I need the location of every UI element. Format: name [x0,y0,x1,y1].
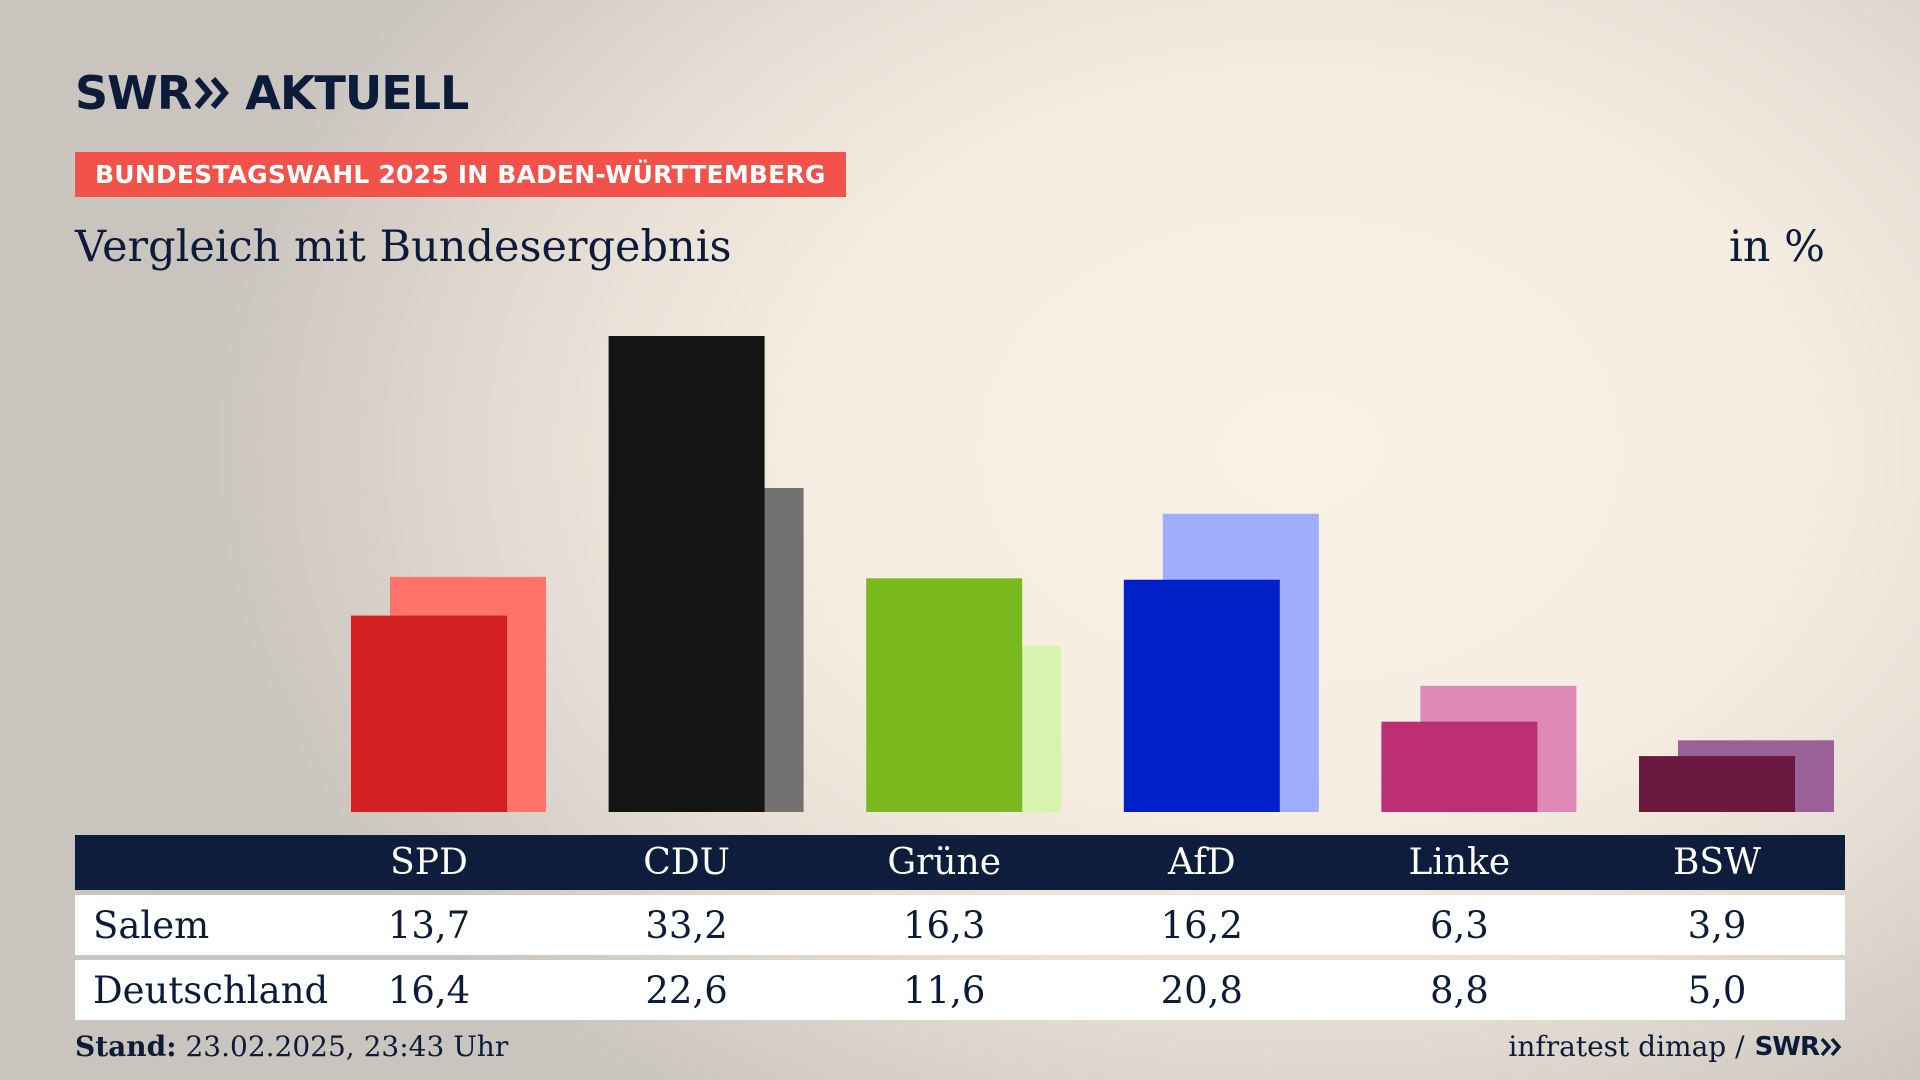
value-label-deutschland-afd: 20,8 [1160,968,1243,1012]
double-chevron-icon [195,76,231,110]
column-header-linke: Linke [1408,842,1511,883]
source-credit: infratest dimap / SWR [1508,1030,1843,1063]
column-header-spd: SPD [390,842,468,883]
swr-mini-logo: SWR [1755,1032,1843,1062]
value-label-salem-afd: 16,2 [1160,903,1243,947]
swr-aktuell-logo: SWR AKTUELL [75,66,469,120]
timestamp: Stand: 23.02.2025, 23:43 Uhr [75,1030,508,1063]
stand-value: 23.02.2025, 23:43 Uhr [185,1030,509,1063]
table-header: SPD CDU Grüne AfD Linke BSW [75,835,1845,890]
column-header-gruene: Grüne [887,842,1002,883]
stand-label: Stand: [75,1030,177,1063]
bar-salem-afd [1123,579,1280,812]
mini-chevron-icon [1821,1037,1842,1056]
value-label-deutschland-linke: 8,8 [1429,968,1489,1012]
value-label-salem-linke: 6,3 [1429,903,1489,947]
column-header-cdu: CDU [643,842,730,883]
bar-chart [351,336,1834,812]
bar-salem-linke [1381,721,1538,812]
value-label-deutschland-gruene: 11,6 [902,968,986,1012]
logo-swr-text: SWR [75,66,192,120]
bar-salem-cdu [608,336,765,812]
election-badge: BUNDESTAGSWAHL 2025 IN BADEN-WÜRTTEMBERG [75,152,846,197]
value-label-deutschland-spd: 16,4 [387,968,471,1012]
column-header-bsw: BSW [1672,842,1762,883]
value-label-salem-bsw: 3,9 [1687,903,1747,947]
bar-salem-bsw [1639,756,1795,812]
row-label-deutschland: Deutschland [93,968,329,1012]
chart-subtitle: Vergleich mit Bundesergebnis [75,222,732,272]
value-label-salem-cdu: 33,2 [645,903,728,947]
unit-label: in % [1729,222,1825,272]
column-header-afd: AfD [1168,842,1236,883]
table-row-deutschland: Deutschland 16,4 22,6 11,6 20,8 8,8 5,0 [75,960,1845,1020]
row-label-salem: Salem [93,903,210,947]
value-label-salem-gruene: 16,3 [902,903,986,947]
value-label-deutschland-bsw: 5,0 [1687,968,1747,1012]
table-row-salem: Salem 13,7 33,2 16,3 16,2 6,3 3,9 [75,895,1845,955]
mini-logo-text: SWR [1754,1031,1820,1062]
bar-salem-gruene [866,578,1023,812]
value-label-salem-spd: 13,7 [387,903,471,947]
bar-salem-spd [351,615,507,812]
logo-aktuell-text: AKTUELL [245,66,469,120]
value-label-deutschland-cdu: 22,6 [645,968,728,1012]
results-table: SPD CDU Grüne AfD Linke BSW Salem 13,7 33,2 16,… [75,835,1845,1020]
source-text: infratest dimap / [1508,1030,1745,1063]
